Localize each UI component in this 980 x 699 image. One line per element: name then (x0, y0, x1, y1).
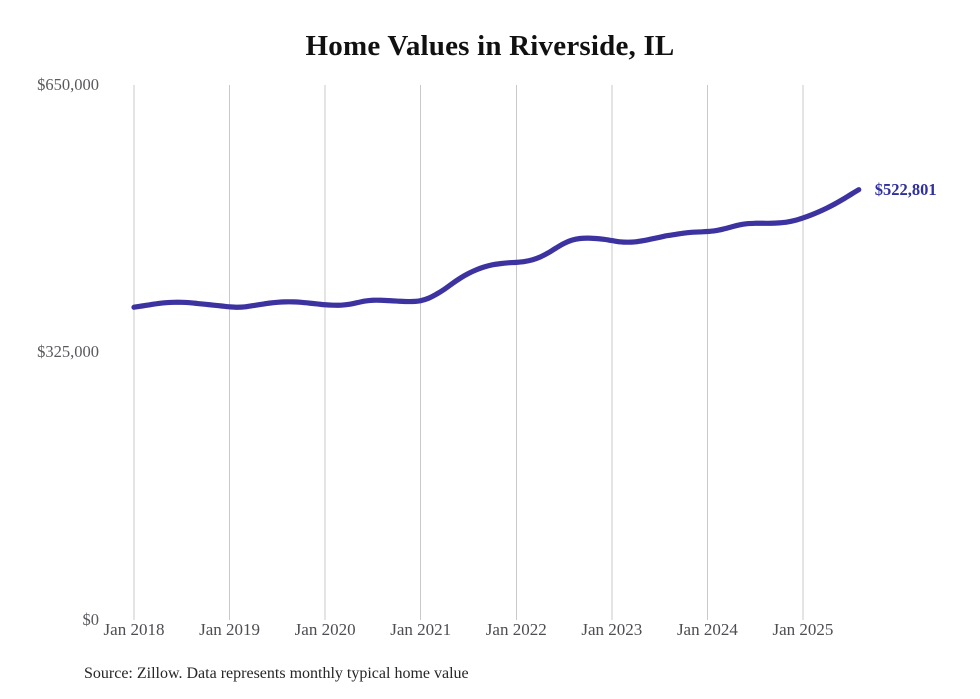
series-line (131, 187, 862, 310)
x-axis-tick-label: Jan 2020 (294, 620, 356, 639)
series-end-value-label: $522,801 (874, 179, 937, 199)
x-axis-tick-label: Jan 2024 (676, 620, 738, 639)
x-axis-tick-label: Jan 2023 (581, 620, 643, 639)
chart-title: Home Values in Riverside, IL (305, 30, 675, 62)
x-axis-tick-label: Jan 2019 (199, 620, 261, 639)
y-axis-tick-bottom-label: $0 (82, 610, 100, 629)
series-group (131, 187, 862, 310)
gridlines (133, 85, 804, 620)
y-axis-tick-mid-label: $325,000 (37, 342, 99, 361)
x-axis-tick-label: Jan 2025 (772, 620, 834, 639)
source-note: Source: Zillow. Data represents monthly … (84, 665, 469, 682)
y-axis-tick-top-label: $650,000 (37, 75, 99, 94)
x-axis-tick-label: Jan 2022 (485, 620, 547, 639)
x-axis-tick-label: Jan 2021 (390, 620, 452, 639)
x-axis-tick-label: Jan 2018 (103, 620, 165, 639)
